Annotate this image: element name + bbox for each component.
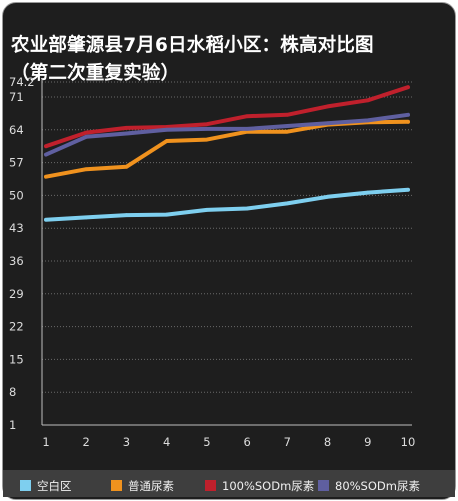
data-point <box>245 127 249 131</box>
data-point <box>124 126 129 130</box>
legend-label: 普通尿素 <box>128 479 174 493</box>
x-tick-label: 4 <box>163 435 170 449</box>
y-tick-label: 36 <box>9 254 24 268</box>
data-point <box>44 152 48 157</box>
y-tick-label: 8 <box>9 385 16 399</box>
legend-swatch <box>205 480 216 491</box>
data-point <box>84 215 89 220</box>
series-line <box>44 187 410 222</box>
x-tick-label: 2 <box>83 435 90 449</box>
legend-label: 80%SODm尿素 <box>335 479 420 493</box>
legend-swatch <box>111 480 122 491</box>
x-tick-label: 10 <box>401 435 416 449</box>
legend-label: 100%SODm尿素 <box>222 479 314 493</box>
data-point <box>245 114 249 119</box>
data-point <box>124 131 129 136</box>
y-tick-label: 57 <box>9 156 24 170</box>
y-tick-label: 22 <box>9 320 24 334</box>
legend-label: 空白区 <box>37 479 72 493</box>
data-point <box>205 122 209 126</box>
data-point <box>285 113 290 117</box>
x-tick-label: 6 <box>243 435 250 449</box>
data-point <box>406 120 410 124</box>
data-point <box>325 104 330 109</box>
legend-swatch <box>318 480 329 491</box>
chart-title-line2: （第二次重复实验） <box>11 63 180 84</box>
data-point <box>285 129 290 134</box>
y-tick-label: 71 <box>9 90 24 104</box>
data-point <box>84 130 89 135</box>
x-tick-label: 1 <box>42 435 49 449</box>
data-point <box>164 127 169 132</box>
x-tick-label: 9 <box>364 435 371 449</box>
data-point <box>164 139 169 143</box>
grid-layer <box>42 81 412 426</box>
data-point <box>365 98 370 103</box>
data-point <box>84 167 89 171</box>
data-point <box>285 124 290 128</box>
data-point <box>124 213 129 217</box>
data-point <box>285 201 290 206</box>
x-tick-label: 7 <box>284 435 291 449</box>
data-point <box>124 165 129 169</box>
data-point <box>205 208 209 212</box>
x-tick-label: 5 <box>203 435 210 449</box>
data-point <box>164 212 169 217</box>
data-point <box>365 118 370 123</box>
data-point <box>365 190 370 195</box>
legend-swatch <box>20 480 31 491</box>
x-tick-label: 8 <box>324 435 331 449</box>
data-point <box>44 144 48 148</box>
y-tick-label: 50 <box>9 188 24 202</box>
chart-title-line1: 农业部肇源县7月6日水稻小区：株高对比图 <box>11 35 374 56</box>
data-point <box>205 137 209 142</box>
series-line <box>44 85 410 149</box>
legend: 空白区 普通尿素 100%SODm尿素 80%SODm尿素 <box>3 470 455 497</box>
data-point <box>406 85 410 89</box>
series-layer <box>44 85 410 222</box>
x-tick-label: 3 <box>123 435 130 449</box>
y-tick-label: 64 <box>9 123 24 137</box>
y-tick-label: 74.2 <box>9 75 35 89</box>
y-tick-label: 29 <box>9 287 24 301</box>
data-point <box>205 127 209 131</box>
data-point <box>44 174 48 179</box>
data-point <box>325 121 330 126</box>
data-point <box>406 113 410 117</box>
y-tick-label: 1 <box>9 418 16 432</box>
legend-band <box>3 470 455 497</box>
y-tick-label: 15 <box>9 352 24 366</box>
data-point <box>245 206 249 211</box>
data-point <box>325 195 330 199</box>
series-line <box>44 112 410 157</box>
data-point <box>84 135 89 139</box>
y-tick-label: 43 <box>9 221 24 235</box>
data-point <box>406 187 410 192</box>
data-point <box>44 217 48 222</box>
